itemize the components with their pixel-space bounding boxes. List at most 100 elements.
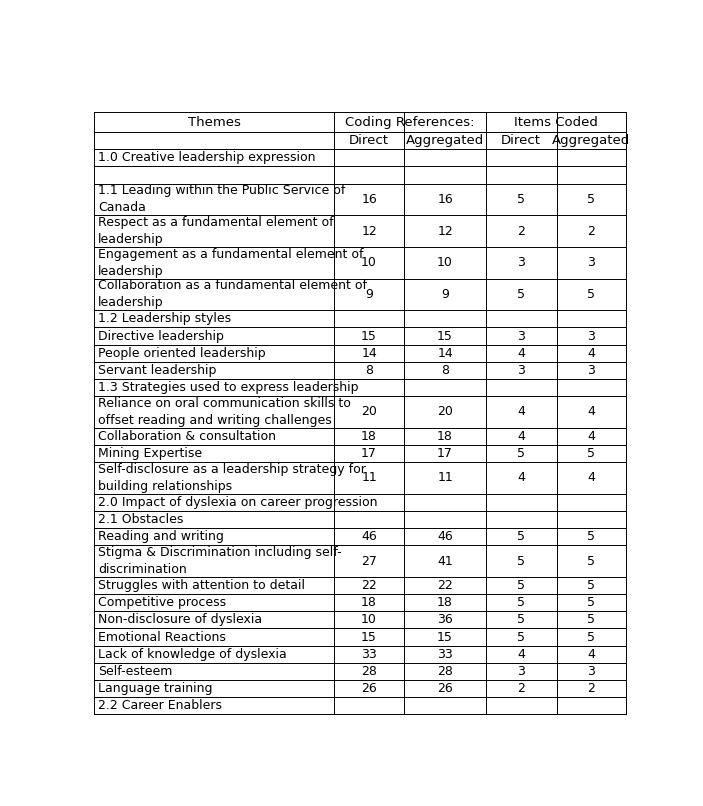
- Text: Directive leadership: Directive leadership: [98, 330, 224, 343]
- Text: 11: 11: [437, 472, 453, 484]
- Text: leadership: leadership: [98, 265, 164, 278]
- Text: Reading and writing: Reading and writing: [98, 530, 224, 543]
- Text: 16: 16: [361, 193, 377, 206]
- Text: 5: 5: [517, 555, 525, 567]
- Text: Collaboration & consultation: Collaboration & consultation: [98, 430, 276, 442]
- Text: 5: 5: [587, 530, 595, 543]
- Text: 9: 9: [365, 288, 373, 301]
- Text: 10: 10: [361, 256, 377, 269]
- Text: 22: 22: [361, 579, 377, 592]
- Text: 26: 26: [361, 682, 377, 695]
- Text: 9: 9: [441, 288, 449, 301]
- Text: 2.0 Impact of dyslexia on career progression: 2.0 Impact of dyslexia on career progres…: [98, 496, 378, 509]
- Text: 4: 4: [588, 430, 595, 442]
- Text: Emotional Reactions: Emotional Reactions: [98, 630, 226, 643]
- Text: offset reading and writing challenges: offset reading and writing challenges: [98, 414, 332, 427]
- Text: 3: 3: [517, 665, 525, 678]
- Text: building relationships: building relationships: [98, 480, 233, 493]
- Text: 18: 18: [437, 430, 453, 442]
- Text: Self-disclosure as a leadership strategy for: Self-disclosure as a leadership strategy…: [98, 463, 366, 476]
- Text: 15: 15: [437, 330, 453, 343]
- Text: 3: 3: [588, 330, 595, 343]
- Text: 18: 18: [361, 596, 377, 609]
- Text: Direct: Direct: [501, 134, 541, 147]
- Text: 46: 46: [437, 530, 453, 543]
- Text: Respect as a fundamental element of: Respect as a fundamental element of: [98, 216, 334, 229]
- Text: 2: 2: [588, 682, 595, 695]
- Text: Themes: Themes: [188, 115, 240, 129]
- Text: Non-disclosure of dyslexia: Non-disclosure of dyslexia: [98, 613, 262, 626]
- Text: 2: 2: [517, 225, 525, 238]
- Text: leadership: leadership: [98, 297, 164, 310]
- Text: 5: 5: [517, 447, 525, 460]
- Text: 15: 15: [361, 630, 377, 643]
- Text: 11: 11: [361, 472, 377, 484]
- Text: 46: 46: [361, 530, 377, 543]
- Text: 12: 12: [437, 225, 453, 238]
- Text: 2.2 Career Enablers: 2.2 Career Enablers: [98, 699, 222, 713]
- Text: 5: 5: [517, 596, 525, 609]
- Text: 16: 16: [437, 193, 453, 206]
- Text: 5: 5: [587, 447, 595, 460]
- Text: 8: 8: [441, 364, 449, 377]
- Text: Reliance on oral communication skills to: Reliance on oral communication skills to: [98, 397, 351, 410]
- Text: 5: 5: [587, 579, 595, 592]
- Text: Aggregated: Aggregated: [406, 134, 484, 147]
- Text: 18: 18: [437, 596, 453, 609]
- Text: 5: 5: [517, 288, 525, 301]
- Text: 2: 2: [517, 682, 525, 695]
- Text: 4: 4: [517, 472, 525, 484]
- Text: 41: 41: [437, 555, 453, 567]
- Text: Mining Expertise: Mining Expertise: [98, 447, 202, 460]
- Text: Stigma & Discrimination including self-: Stigma & Discrimination including self-: [98, 546, 342, 559]
- Text: 5: 5: [517, 579, 525, 592]
- Text: 15: 15: [437, 630, 453, 643]
- Text: Lack of knowledge of dyslexia: Lack of knowledge of dyslexia: [98, 648, 287, 661]
- Text: Self-esteem: Self-esteem: [98, 665, 173, 678]
- Text: 4: 4: [588, 648, 595, 661]
- Text: 33: 33: [437, 648, 453, 661]
- Text: 5: 5: [587, 555, 595, 567]
- Text: Language training: Language training: [98, 682, 213, 695]
- Text: 5: 5: [587, 288, 595, 301]
- Text: Canada: Canada: [98, 202, 146, 214]
- Text: 14: 14: [437, 347, 453, 359]
- Text: 17: 17: [361, 447, 377, 460]
- Text: 1.1 Leading within the Public Service of: 1.1 Leading within the Public Service of: [98, 185, 346, 197]
- Text: discrimination: discrimination: [98, 563, 187, 576]
- Text: 5: 5: [587, 596, 595, 609]
- Text: 36: 36: [437, 613, 453, 626]
- Text: 1.3 Strategies used to express leadership: 1.3 Strategies used to express leadershi…: [98, 381, 359, 394]
- Text: 15: 15: [361, 330, 377, 343]
- Text: Competitive process: Competitive process: [98, 596, 226, 609]
- Text: 5: 5: [517, 193, 525, 206]
- Text: 4: 4: [517, 648, 525, 661]
- Text: People oriented leadership: People oriented leadership: [98, 347, 266, 359]
- Text: 5: 5: [517, 630, 525, 643]
- Text: Direct: Direct: [349, 134, 389, 147]
- Text: 5: 5: [587, 193, 595, 206]
- Text: 12: 12: [361, 225, 377, 238]
- Text: 4: 4: [588, 405, 595, 418]
- Text: 5: 5: [517, 613, 525, 626]
- Text: 26: 26: [437, 682, 453, 695]
- Text: 4: 4: [517, 430, 525, 442]
- Text: Struggles with attention to detail: Struggles with attention to detail: [98, 579, 305, 592]
- Text: 4: 4: [517, 405, 525, 418]
- Text: 3: 3: [588, 256, 595, 269]
- Text: 4: 4: [588, 472, 595, 484]
- Text: 3: 3: [517, 256, 525, 269]
- Text: 5: 5: [517, 530, 525, 543]
- Text: 5: 5: [587, 613, 595, 626]
- Text: 1.0 Creative leadership expression: 1.0 Creative leadership expression: [98, 152, 316, 164]
- Text: Items Coded: Items Coded: [514, 115, 598, 129]
- Text: 2.1 Obstacles: 2.1 Obstacles: [98, 513, 183, 526]
- Text: 4: 4: [517, 347, 525, 359]
- Text: 28: 28: [437, 665, 453, 678]
- Text: 27: 27: [361, 555, 377, 567]
- Text: 5: 5: [587, 630, 595, 643]
- Text: Engagement as a fundamental element of: Engagement as a fundamental element of: [98, 247, 363, 260]
- Text: leadership: leadership: [98, 233, 164, 246]
- Text: Coding References:: Coding References:: [345, 115, 475, 129]
- Text: 20: 20: [437, 405, 453, 418]
